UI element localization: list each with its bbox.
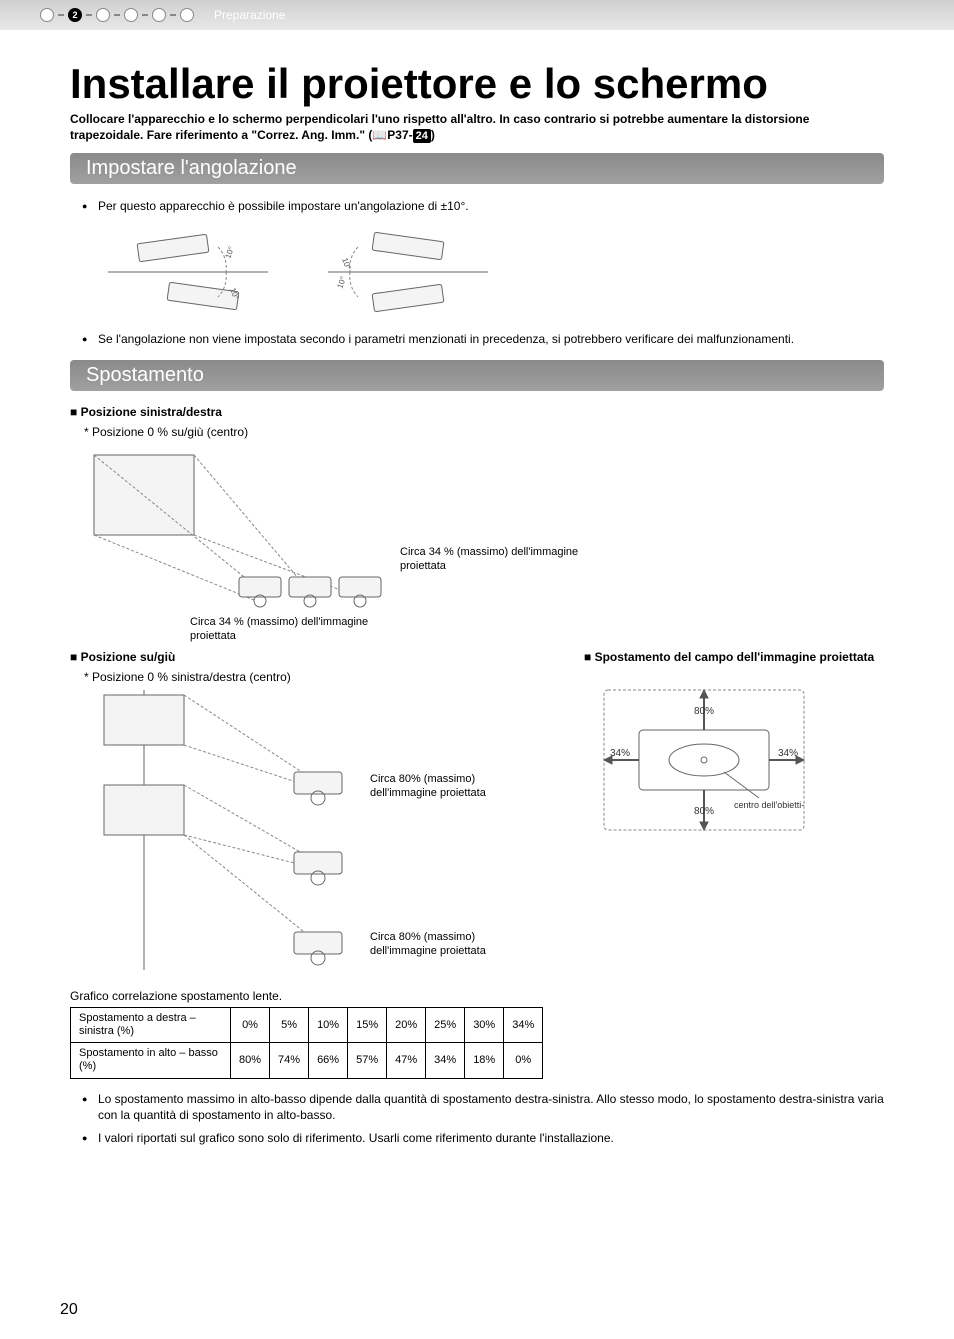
- table-cell: 66%: [309, 1043, 348, 1078]
- table-cell: 15%: [348, 1007, 387, 1042]
- table-row: Spostamento in alto – basso (%) 80% 74% …: [71, 1043, 543, 1078]
- shift-lr-diagram: [84, 445, 384, 625]
- step-indicator: 2: [40, 8, 198, 22]
- table-row: Spostamento a destra – sinistra (%) 0% 5…: [71, 1007, 543, 1042]
- header-section-label: Preparazione: [214, 8, 285, 22]
- shift-lr-caption-2: Circa 34 % (massimo) dell'immagine proie…: [190, 615, 380, 644]
- footer-bullet-2: I valori riportati sul grafico sono solo…: [98, 1130, 884, 1147]
- shift-field-diagram: 80% 80% 34% 34% centro dell'obietti-: [584, 680, 824, 840]
- field-top-pct: 80%: [694, 706, 714, 717]
- footer-bullet-list: Lo spostamento massimo in alto-basso dip…: [70, 1091, 884, 1147]
- shift-ud-note: * Posizione 0 % sinistra/destra (centro): [84, 670, 524, 684]
- row2-label: Spostamento in alto – basso (%): [71, 1043, 231, 1078]
- ref-prefix: P37-: [387, 128, 412, 142]
- angle-bullet-1: Per questo apparecchio è possibile impos…: [98, 198, 884, 215]
- page-number: 20: [60, 1301, 78, 1319]
- step-dot-1: [40, 8, 54, 22]
- table-cell: 25%: [426, 1007, 465, 1042]
- angle-section-header: Impostare l'angolazione: [70, 153, 884, 184]
- field-left-pct: 34%: [610, 748, 630, 759]
- angle-bullet-list-1: Per questo apparecchio è possibile impos…: [70, 198, 884, 215]
- table-cell: 74%: [270, 1043, 309, 1078]
- shift-section-header: Spostamento: [70, 360, 884, 391]
- step-dot-4: [124, 8, 138, 22]
- tilt-label-4: 10°: [335, 275, 348, 289]
- book-icon: 📖: [372, 128, 387, 142]
- table-cell: 47%: [387, 1043, 426, 1078]
- page: 2 Preparazione Installare il proiettore …: [0, 0, 954, 1339]
- step-dot-2-active: 2: [68, 8, 82, 22]
- top-header-bar: 2 Preparazione: [0, 0, 954, 30]
- table-cell: 57%: [348, 1043, 387, 1078]
- tilt-diagrams: 10° 10° 10° 10°: [70, 227, 884, 317]
- step-dot-5: [152, 8, 166, 22]
- field-bottom-pct: 80%: [694, 806, 714, 817]
- table-cell: 18%: [465, 1043, 504, 1078]
- shift-lr-heading: Posizione sinistra/destra: [70, 405, 884, 419]
- shift-lr-caption-1: Circa 34 % (massimo) dell'immagine proie…: [400, 545, 590, 574]
- step-dot-3: [96, 8, 110, 22]
- table-cell: 10%: [309, 1007, 348, 1042]
- correlation-table-caption: Grafico correlazione spostamento lente.: [70, 989, 884, 1003]
- footer-bullet-1: Lo spostamento massimo in alto-basso dip…: [98, 1091, 884, 1125]
- field-right-pct: 34%: [778, 748, 798, 759]
- intro-paragraph: Collocare l'apparecchio e lo schermo per…: [70, 112, 884, 143]
- field-center-label: centro dell'obietti-: [734, 800, 804, 810]
- table-cell: 20%: [387, 1007, 426, 1042]
- correlation-table: Spostamento a destra – sinistra (%) 0% 5…: [70, 1007, 543, 1079]
- angle-bullet-list-2: Se l'angolazione non viene impostata sec…: [70, 331, 884, 348]
- tilt-label-1: 10°: [223, 245, 236, 259]
- table-cell: 5%: [270, 1007, 309, 1042]
- table-cell: 34%: [504, 1007, 543, 1042]
- table-cell: 0%: [504, 1043, 543, 1078]
- intro-text-after: ): [431, 128, 435, 142]
- table-cell: 34%: [426, 1043, 465, 1078]
- shift-ud-caption-2: Circa 80% (massimo) dell'immagine proiet…: [370, 930, 540, 959]
- content-area: Installare il proiettore e lo schermo Co…: [0, 60, 954, 1147]
- page-ref-badge: 24: [413, 129, 431, 143]
- shift-ud-wrapper: Circa 80% (massimo) dell'immagine proiet…: [70, 690, 524, 975]
- shift-ud-caption-1: Circa 80% (massimo) dell'immagine proiet…: [370, 772, 540, 801]
- shift-ud-row: Posizione su/giù * Posizione 0 % sinistr…: [70, 640, 884, 975]
- angle-bullet-2: Se l'angolazione non viene impostata sec…: [98, 331, 884, 348]
- table-cell: 30%: [465, 1007, 504, 1042]
- shift-field-heading: Spostamento del campo dell'immagine proi…: [584, 650, 884, 664]
- shift-field-column: Spostamento del campo dell'immagine proi…: [584, 640, 884, 975]
- table-cell: 80%: [231, 1043, 270, 1078]
- shift-lr-wrapper: Circa 34 % (massimo) dell'immagine proie…: [70, 445, 884, 630]
- shift-ud-diagram: [84, 690, 374, 970]
- shift-content: Posizione sinistra/destra * Posizione 0 …: [70, 405, 884, 1147]
- shift-ud-column: Posizione su/giù * Posizione 0 % sinistr…: [70, 640, 524, 975]
- shift-lr-note: * Posizione 0 % su/giù (centro): [84, 425, 884, 439]
- tilt-front-diagram: 10° 10°: [318, 227, 498, 317]
- table-cell: 0%: [231, 1007, 270, 1042]
- step-dot-6: [180, 8, 194, 22]
- row1-label: Spostamento a destra – sinistra (%): [71, 1007, 231, 1042]
- tilt-label-3: 10°: [340, 257, 353, 271]
- shift-ud-heading: Posizione su/giù: [70, 650, 524, 664]
- intro-text-before: Collocare l'apparecchio e lo schermo per…: [70, 112, 809, 142]
- page-title: Installare il proiettore e lo schermo: [70, 60, 884, 108]
- tilt-side-diagram: 10° 10°: [98, 227, 278, 317]
